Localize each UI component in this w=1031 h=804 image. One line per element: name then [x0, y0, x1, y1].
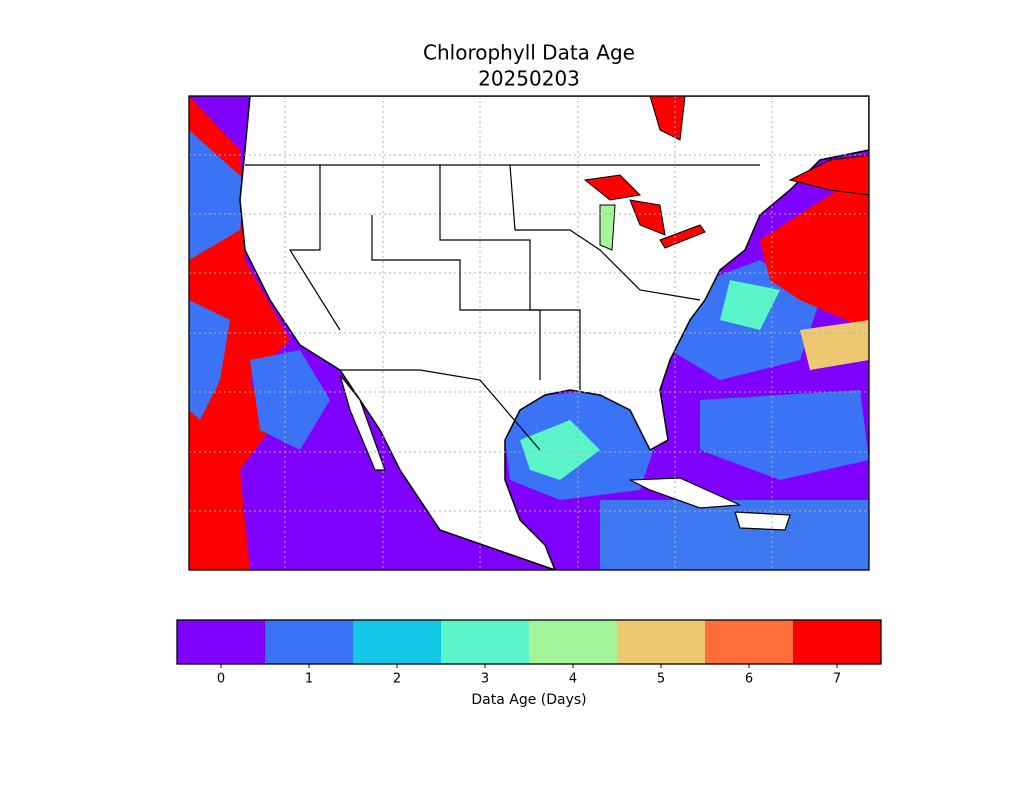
map-title: Chlorophyll Data Age	[423, 41, 635, 65]
colorbar-segment	[617, 620, 705, 664]
ocean-patch	[760, 170, 869, 330]
hispaniola	[734, 511, 791, 531]
ocean-patch	[800, 320, 869, 370]
colorbar-segment	[705, 620, 793, 664]
ocean-patch	[189, 130, 245, 260]
ocean-patch	[189, 300, 230, 420]
colorbar-segment	[441, 620, 529, 664]
ocean-patch	[600, 500, 869, 570]
borders	[245, 164, 760, 451]
hudson-bay	[649, 96, 686, 141]
colorbar-segment	[353, 620, 441, 664]
colorbar-segment	[265, 620, 353, 664]
cuba	[629, 477, 741, 509]
ocean-patch	[250, 350, 330, 450]
colorbar-frame	[176, 619, 882, 665]
ocean-patch	[520, 420, 600, 480]
colorbar-tick-label: 0	[217, 672, 225, 687]
colorbar-tick-label: 1	[305, 672, 313, 687]
lake-michigan	[599, 204, 616, 251]
colorbar-segment	[529, 620, 617, 664]
colorbar-label: Data Age (Days)	[471, 692, 586, 708]
lake-huron	[629, 199, 666, 236]
colorbar-segment	[177, 620, 265, 664]
colorbar-segment	[793, 620, 881, 664]
colorbar-tick-label: 3	[481, 672, 489, 687]
colorbar-tick-label: 4	[569, 672, 577, 687]
map-subtitle: 20250203	[478, 67, 580, 91]
colorbar-tick-label: 6	[745, 672, 753, 687]
lake-erie	[659, 224, 706, 249]
map	[189, 96, 869, 570]
ocean-patch	[700, 390, 869, 480]
st-lawrence	[788, 154, 869, 196]
baja	[339, 374, 386, 471]
ocean-patch	[720, 280, 780, 330]
colorbar: 0 1 2 3 4 5 6 7	[177, 620, 881, 687]
graticule	[189, 96, 869, 570]
colorbar-tick-label: 5	[657, 672, 665, 687]
map-frame	[188, 95, 870, 571]
lake-superior	[583, 174, 642, 201]
colorbar-tick-label: 2	[393, 672, 401, 687]
colorbar-tick-label: 7	[833, 672, 841, 687]
